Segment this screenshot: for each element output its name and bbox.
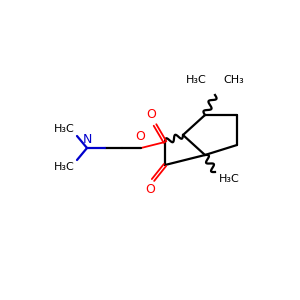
Text: N: N: [82, 133, 92, 146]
Text: H₃C: H₃C: [54, 124, 75, 134]
Text: O: O: [146, 108, 156, 121]
Text: CH₃: CH₃: [223, 75, 244, 85]
Text: O: O: [145, 183, 155, 196]
Text: O: O: [135, 130, 145, 143]
Text: H₃C: H₃C: [186, 75, 207, 85]
Text: H₃C: H₃C: [219, 174, 240, 184]
Text: H₃C: H₃C: [54, 162, 75, 172]
